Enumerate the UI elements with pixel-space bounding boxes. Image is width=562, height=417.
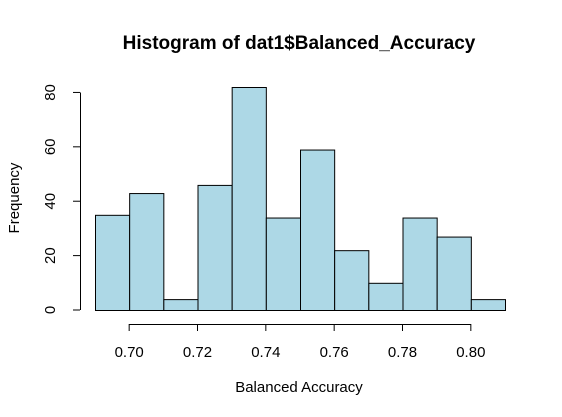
- histogram-bar: [129, 193, 165, 311]
- bars-group: [95, 87, 507, 312]
- x-tick-label: 0.80: [456, 344, 485, 361]
- x-tick-label: 0.76: [320, 344, 349, 361]
- histogram-bar: [300, 149, 336, 311]
- histogram-bar: [265, 217, 302, 312]
- histogram-bar: [470, 299, 507, 311]
- x-axis-label: Balanced Accuracy: [235, 379, 363, 396]
- x-tick-label: 0.72: [183, 344, 212, 361]
- histogram-bar: [334, 250, 370, 311]
- x-tick-label: 0.74: [251, 344, 280, 361]
- y-tick-label: 80: [42, 84, 59, 101]
- x-tick-label: 0.70: [115, 344, 144, 361]
- histogram-bar: [436, 236, 472, 311]
- x-axis: 0.70 0.72 0.74 0.76 0.78 0.80: [115, 324, 485, 361]
- histogram-bar: [231, 87, 267, 311]
- y-tick-label: 0: [42, 306, 59, 314]
- y-tick-label: 20: [42, 247, 59, 264]
- histogram-bar: [402, 217, 438, 312]
- histogram-bar: [95, 214, 131, 312]
- histogram-bar: [197, 184, 233, 311]
- histogram-bar: [368, 282, 404, 311]
- histogram-bar: [163, 299, 199, 311]
- chart-title: Histogram of dat1$Balanced_Accuracy: [123, 33, 476, 54]
- y-axis-label: Frequency: [6, 162, 23, 233]
- y-axis: 0 20 40 60 80: [42, 84, 81, 314]
- y-tick-label: 60: [42, 138, 59, 155]
- y-tick-label: 40: [42, 193, 59, 210]
- x-tick-label: 0.78: [388, 344, 417, 361]
